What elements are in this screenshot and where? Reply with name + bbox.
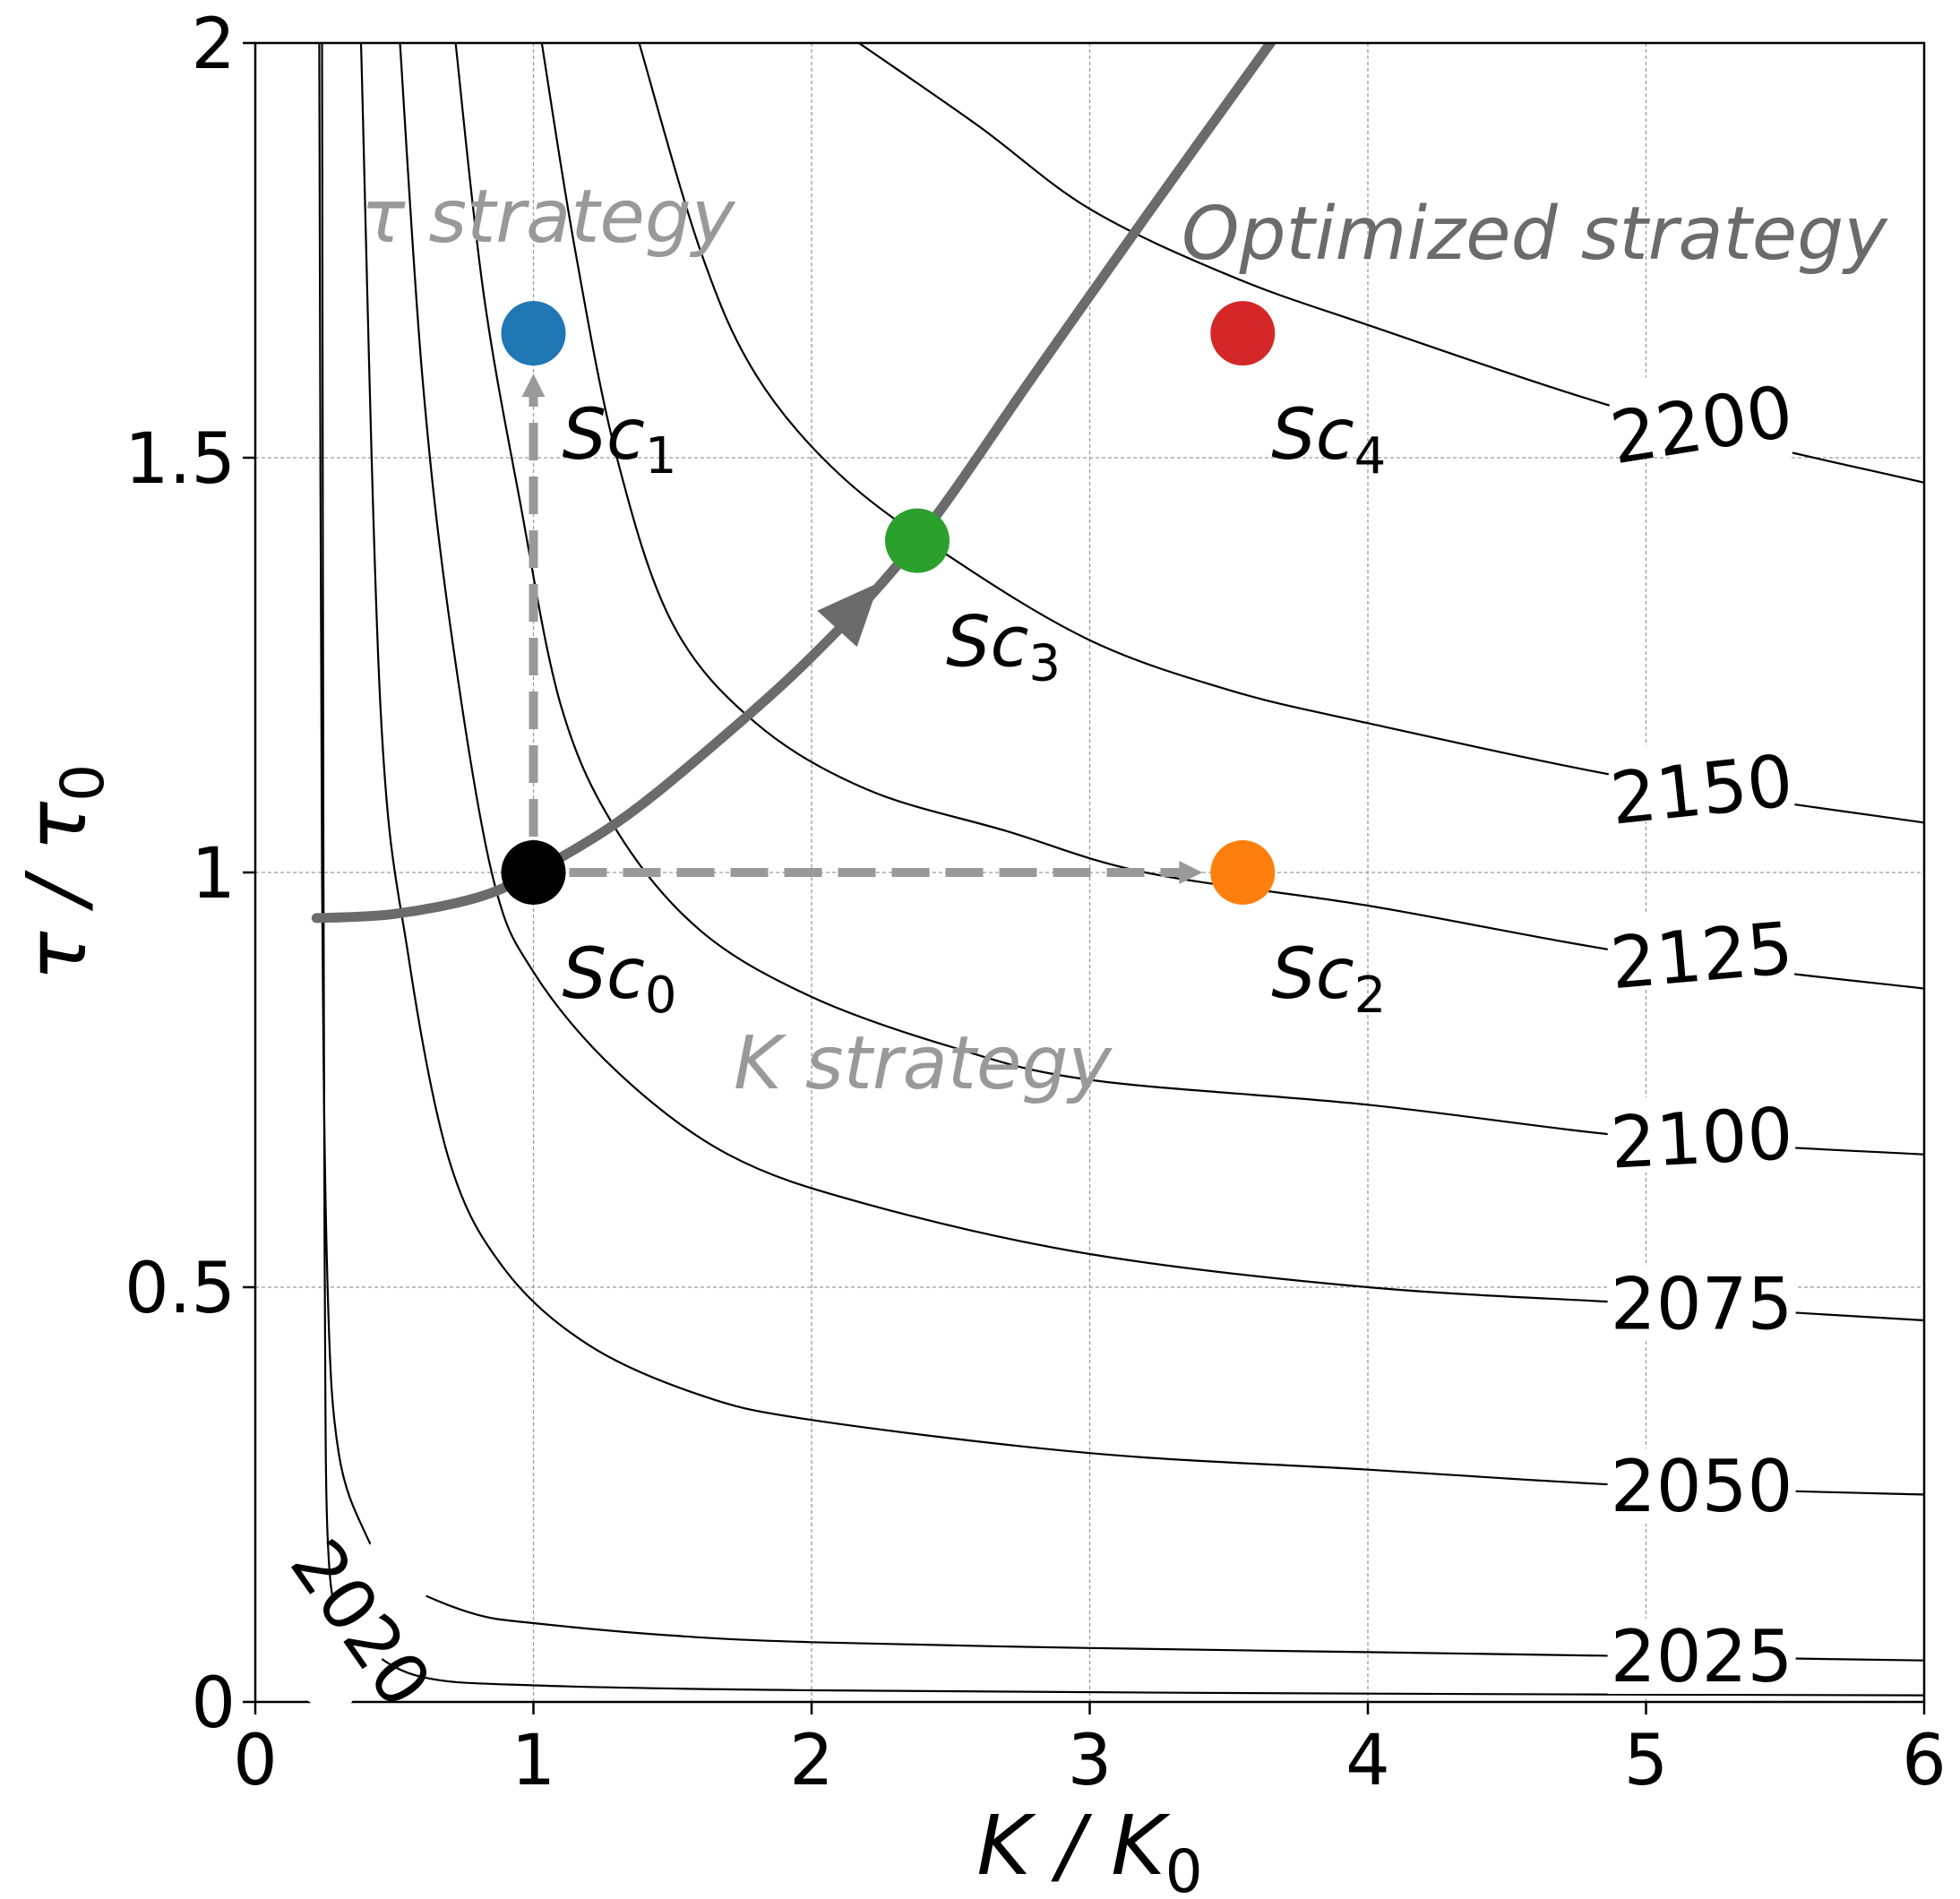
- scenario-points: [501, 301, 1276, 905]
- k-strategy-label: K strategy: [734, 1021, 1113, 1106]
- x-axis-label: K / K0: [976, 1798, 1202, 1899]
- scenario-label-base: Sc: [946, 603, 1028, 683]
- contour-label-bg-2050: [1607, 1448, 1796, 1525]
- scenario-label-base: Sc: [563, 934, 645, 1015]
- scenario-point-sc4: [1210, 301, 1276, 366]
- y-tick-label-1: 0.5: [125, 1249, 236, 1329]
- optimized-strategy-label: Optimized strategy: [1182, 192, 1888, 277]
- scenario-point-sc2: [1210, 840, 1276, 905]
- y-axis-label: τ / τ0: [9, 764, 117, 981]
- contour-label-bg-2125: [1604, 909, 1799, 1001]
- contour-label-bg-2100: [1605, 1095, 1798, 1181]
- y-axis-label-base: τ / τ: [9, 801, 105, 981]
- scenario-label-sub: 4: [1354, 427, 1387, 485]
- text-labels: 2020 2025205020752100212521502200Sc0Sc1Sc…: [9, 175, 1888, 1899]
- scenario-label-sc0: Sc0: [563, 934, 677, 1025]
- contour-label-bg-2075: [1607, 1266, 1796, 1342]
- contour-label-2025: 2025: [1611, 1615, 1793, 1698]
- y-axis-label-sub: 0: [48, 764, 117, 802]
- optimized-strategy-path: [311, 43, 1276, 924]
- contour-line-2125: [540, 43, 1924, 990]
- scenario-point-sc1: [501, 301, 566, 366]
- x-tick-label-4: 4: [1345, 1721, 1390, 1801]
- x-axis-label-sub: 0: [1165, 1837, 1203, 1899]
- scenario-label-sub: 0: [645, 967, 677, 1025]
- y-tick-label-3: 1.5: [125, 419, 236, 500]
- contour-line-2050: [359, 43, 1924, 1496]
- contour-line-2100: [454, 43, 1924, 1156]
- x-tick-label-0: 0: [233, 1721, 278, 1801]
- x-tick-label-2: 2: [789, 1721, 834, 1801]
- x-tick-label-1: 1: [511, 1721, 556, 1801]
- x-tick-label-6: 6: [1902, 1721, 1947, 1801]
- optimized-strategy-arrowhead: [817, 582, 880, 648]
- contour-label-bg-2025: [1607, 1619, 1796, 1695]
- scenario-point-sc0: [501, 840, 566, 905]
- contour-line-2075: [399, 43, 1924, 1322]
- scenario-label-base: Sc: [563, 395, 645, 476]
- scenario-label-base: Sc: [1271, 395, 1354, 476]
- scenario-point-sc3: [884, 508, 950, 573]
- contour-label-2100: 2100: [1609, 1092, 1795, 1185]
- y-tick-label-2: 1: [191, 834, 236, 915]
- scenario-label-sc2: Sc2: [1271, 934, 1386, 1025]
- contour-label-bg-2020: [276, 1524, 446, 1723]
- k-strategy-arrowhead: [1179, 861, 1203, 884]
- axis-ticks: 0 1 2 3 4 5 6 0 0.5 1 1.5 2: [125, 4, 1947, 1801]
- x-axis-label-base: K / K: [976, 1798, 1171, 1894]
- contour-label-2075: 2075: [1611, 1263, 1793, 1346]
- scenario-label-sc4: Sc4: [1271, 395, 1386, 485]
- y-tick-label-0: 0: [191, 1663, 236, 1744]
- contour-label-2050: 2050: [1611, 1445, 1793, 1528]
- contour-label-bg-2150: [1603, 742, 1800, 838]
- x-tick-label-3: 3: [1068, 1721, 1113, 1801]
- x-tick-label-5: 5: [1624, 1721, 1669, 1801]
- strategy-paths: [311, 43, 1276, 924]
- scenario-label-sub: 1: [645, 427, 677, 485]
- tau-strategy-arrowhead: [521, 374, 546, 398]
- contour-label-bg-2200: [1603, 373, 1801, 477]
- contour-line-2025: [318, 43, 1924, 1662]
- y-tick-label-4: 2: [191, 4, 236, 85]
- contour-line-2150: [638, 43, 1924, 824]
- scenario-label-sc1: Sc1: [563, 395, 677, 485]
- scenario-label-sub: 3: [1028, 635, 1061, 693]
- scenario-label-sub: 2: [1354, 967, 1387, 1025]
- contour-label-2125: 2125: [1607, 907, 1796, 1005]
- scenario-label-base: Sc: [1271, 934, 1354, 1015]
- tau-strategy-label: τ strategy: [361, 175, 736, 260]
- scenario-label-sc3: Sc3: [946, 603, 1061, 693]
- contour-label-2150: 2150: [1607, 739, 1797, 841]
